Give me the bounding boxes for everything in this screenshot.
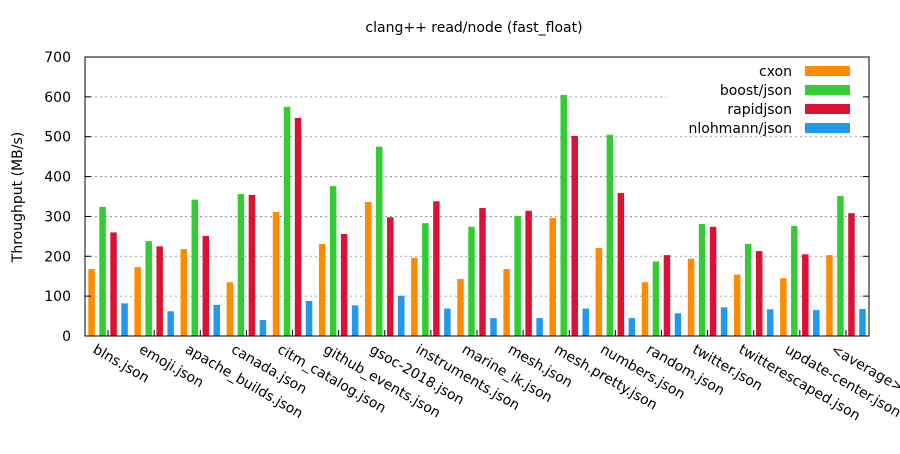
bar <box>652 261 660 336</box>
bars <box>88 94 866 336</box>
bar <box>444 308 451 336</box>
bar <box>687 258 695 336</box>
bar <box>663 255 671 336</box>
y-tick-label: 100 <box>44 289 71 305</box>
legend-swatch <box>805 104 850 114</box>
bar <box>628 318 636 336</box>
bar <box>549 218 556 336</box>
bar <box>560 94 567 336</box>
chart-title: clang++ read/node (fast_float) <box>365 20 582 36</box>
legend-swatch <box>805 85 850 95</box>
bar <box>213 304 221 336</box>
bar <box>720 307 728 336</box>
bar <box>479 208 486 336</box>
bar <box>110 232 117 336</box>
bar <box>191 199 199 336</box>
bar <box>305 300 313 336</box>
bar <box>283 106 291 336</box>
y-tick-label: 400 <box>44 170 71 186</box>
legend-swatch <box>805 123 850 133</box>
bar <box>525 210 532 336</box>
y-tick-label: 600 <box>44 90 71 106</box>
bar <box>121 303 128 336</box>
y-tick-label: 0 <box>62 329 71 345</box>
bar <box>582 308 589 336</box>
bar <box>709 226 717 336</box>
bar <box>490 318 497 336</box>
bar <box>503 269 510 336</box>
y-tick-label: 300 <box>44 209 71 225</box>
bar <box>595 247 603 336</box>
bar <box>837 196 844 336</box>
grid-lines <box>85 96 869 297</box>
bar <box>802 254 809 336</box>
bar <box>398 295 405 336</box>
bar <box>468 226 475 336</box>
bar <box>780 278 787 336</box>
legend-label: boost/json <box>720 83 792 99</box>
bar <box>99 206 106 336</box>
bar <box>329 186 337 336</box>
bar <box>156 246 163 336</box>
bar <box>294 117 302 336</box>
bar <box>340 233 348 336</box>
legend-swatch <box>805 66 850 76</box>
legend-label: nlohmann/json <box>688 121 792 137</box>
bar <box>813 310 820 336</box>
bar <box>641 282 649 336</box>
bar <box>202 235 210 336</box>
bar <box>514 216 521 336</box>
bar <box>674 313 682 336</box>
legend-label: rapidjson <box>727 102 792 118</box>
bar <box>180 249 188 336</box>
y-tick-label: 700 <box>44 50 71 66</box>
bar <box>422 223 429 336</box>
y-tick-label: 500 <box>44 130 71 146</box>
bar <box>259 320 267 336</box>
bar <box>848 213 855 336</box>
legend: cxon boost/json rapidjson nlohmann/json <box>688 64 850 137</box>
bar <box>606 134 614 336</box>
bar <box>88 269 95 336</box>
bar <box>617 192 625 336</box>
bar <box>226 282 234 336</box>
bar <box>791 225 798 336</box>
bar <box>248 194 256 336</box>
bar <box>167 311 174 336</box>
bar <box>733 274 741 336</box>
y-axis-label: Throughput (MB/s) <box>10 132 26 263</box>
bar <box>365 202 372 336</box>
bar <box>698 224 706 336</box>
bar <box>766 309 774 336</box>
bar <box>859 308 866 336</box>
y-tick-label: 200 <box>44 249 71 265</box>
bar <box>145 241 152 336</box>
bar <box>571 135 578 336</box>
bar <box>536 318 543 336</box>
bar <box>433 201 440 336</box>
bar <box>411 257 418 336</box>
bar <box>134 267 141 336</box>
bar <box>351 305 359 336</box>
bar <box>755 251 763 336</box>
bar <box>272 212 280 336</box>
bar <box>826 255 833 336</box>
bar <box>376 146 383 336</box>
bar <box>318 243 326 336</box>
bar <box>457 279 464 336</box>
bar <box>237 194 245 336</box>
bar <box>744 243 752 336</box>
legend-label: cxon <box>759 64 792 80</box>
bar <box>387 217 394 336</box>
